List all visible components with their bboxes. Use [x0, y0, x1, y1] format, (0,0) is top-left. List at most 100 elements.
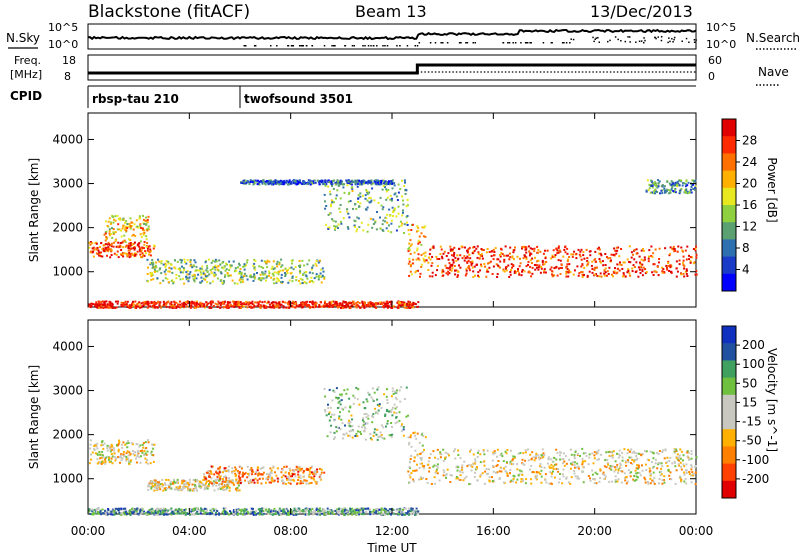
heatmap-cell: [108, 306, 111, 309]
heatmap-cell: [555, 448, 558, 451]
heatmap-cell: [455, 477, 458, 480]
heatmap-cell: [616, 263, 619, 266]
heatmap-cell: [410, 472, 413, 475]
heatmap-cell: [455, 466, 458, 469]
heatmap-cell: [674, 191, 677, 194]
heatmap-cell: [591, 469, 594, 472]
heatmap-cell: [146, 300, 149, 303]
heatmap-cell: [153, 302, 155, 305]
heatmap-cell: [150, 487, 153, 490]
heatmap-cell: [158, 301, 161, 304]
heatmap-cell: [473, 462, 476, 465]
nsearch-dot: [620, 40, 622, 42]
heatmap-cell: [347, 304, 350, 307]
heatmap-cell: [151, 274, 154, 277]
heatmap-cell: [473, 245, 476, 248]
heatmap-cell: [465, 268, 468, 271]
heatmap-cell: [651, 451, 654, 454]
heatmap-cell: [296, 482, 299, 485]
heatmap-cell: [632, 264, 635, 267]
heatmap-cell: [137, 451, 140, 454]
heatmap-cell: [467, 265, 470, 268]
heatmap-cell: [557, 246, 560, 249]
heatmap-cell: [471, 252, 474, 255]
heatmap-cell: [380, 424, 383, 427]
heatmap-cell: [149, 462, 152, 465]
heatmap-cell: [676, 250, 679, 253]
heatmap-cell: [101, 450, 104, 453]
heatmap-cell: [694, 483, 697, 486]
heatmap-cell: [265, 261, 268, 264]
heatmap-cell: [503, 260, 506, 263]
heatmap-cell: [449, 264, 452, 267]
heatmap-cell: [346, 210, 349, 213]
heatmap-cell: [474, 471, 477, 474]
heatmap-cell: [403, 303, 406, 306]
heatmap-cell: [117, 456, 119, 459]
heatmap-cell: [519, 452, 522, 454]
heatmap-cell: [157, 481, 160, 484]
heatmap-cell: [106, 243, 109, 246]
heatmap-cell: [359, 202, 362, 205]
heatmap-cell: [353, 181, 356, 184]
heatmap-cell: [358, 403, 361, 406]
heatmap-cell: [530, 262, 533, 264]
heatmap-cell: [150, 510, 153, 513]
heatmap-cell: [260, 266, 263, 268]
heatmap-cell: [139, 461, 142, 464]
heatmap-cell: [127, 457, 130, 460]
heatmap-cell: [294, 266, 297, 269]
heatmap-cell: [151, 304, 154, 307]
heatmap-cell: [321, 181, 324, 184]
heatmap-cell: [332, 300, 335, 303]
heatmap-cell: [563, 464, 566, 467]
heatmap-cell: [593, 269, 596, 271]
heatmap-cell: [366, 199, 369, 202]
heatmap-cell: [215, 469, 218, 472]
heatmap-cell: [371, 182, 374, 185]
heatmap-cell: [288, 279, 291, 282]
heatmap-cell: [394, 207, 396, 210]
heatmap-cell: [562, 255, 565, 258]
heatmap-cell: [235, 300, 238, 303]
heatmap-cell: [122, 303, 125, 306]
heatmap-cell: [369, 201, 372, 204]
heatmap-cell: [132, 452, 135, 455]
heatmap-cell: [611, 465, 614, 468]
heatmap-cell: [413, 469, 416, 472]
heatmap-cell: [167, 281, 170, 284]
heatmap-cell: [339, 403, 342, 406]
heatmap-cell: [302, 274, 304, 276]
heatmap-cell: [493, 254, 496, 257]
heatmap-cell: [179, 303, 182, 306]
nsearch-dot: [301, 45, 303, 47]
heatmap-cell: [466, 251, 469, 254]
heatmap-cell: [554, 254, 557, 256]
heatmap-cell: [238, 270, 241, 273]
heatmap-cell: [297, 473, 300, 476]
heatmap-cell: [527, 245, 530, 248]
nsearch-dot: [458, 42, 461, 44]
heatmap-cell: [245, 303, 248, 306]
heatmap-cell: [457, 454, 460, 457]
heatmap-cell: [622, 275, 624, 278]
heatmap-cell: [344, 406, 347, 409]
heatmap-cell: [395, 406, 398, 409]
heatmap-cell: [542, 263, 545, 266]
heatmap-cell: [150, 275, 153, 277]
heatmap-cell: [346, 303, 349, 305]
heatmap-cell: [165, 303, 167, 306]
heatmap-cell: [228, 513, 230, 516]
heatmap-cell: [284, 272, 286, 275]
heatmap-cell: [217, 488, 220, 491]
heatmap-cell: [254, 268, 257, 271]
heatmap-cell: [463, 460, 466, 463]
heatmap-cell: [421, 477, 424, 480]
heatmap-cell: [686, 275, 689, 277]
heatmap-cell: [396, 301, 399, 304]
nsearch-dot: [529, 42, 531, 44]
heatmap-cell: [235, 478, 238, 481]
heatmap-cell: [302, 480, 305, 483]
heatmap-cell: [313, 478, 315, 481]
heatmap-cell: [572, 253, 575, 256]
